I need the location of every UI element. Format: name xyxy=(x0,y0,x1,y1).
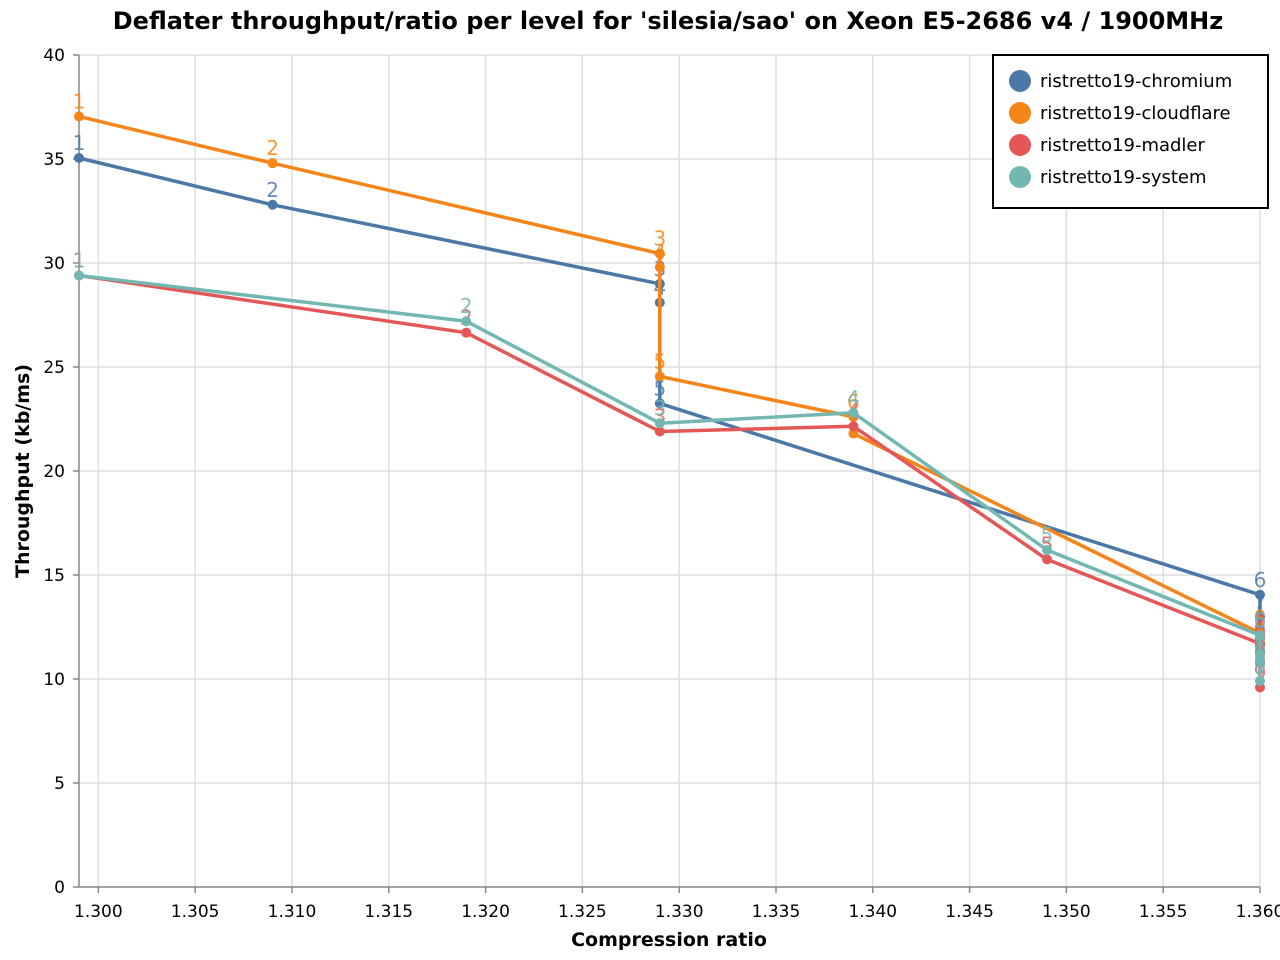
data-point xyxy=(1255,589,1265,600)
point-level-label: 4 xyxy=(653,240,666,264)
legend-label: ristretto19-system xyxy=(1040,167,1207,188)
point-level-label: 3 xyxy=(653,396,666,420)
data-point xyxy=(74,152,84,163)
data-point xyxy=(654,418,665,429)
y-axis-title: Throughput (kb/ms) xyxy=(12,364,34,578)
x-tick-label: 1.355 xyxy=(1139,902,1188,922)
data-point xyxy=(1255,630,1265,641)
data-point xyxy=(654,262,665,273)
x-tick-label: 1.340 xyxy=(848,902,897,922)
x-tick-label: 1.345 xyxy=(945,902,994,922)
data-point xyxy=(654,248,665,259)
data-point xyxy=(848,428,859,439)
point-level-label: 5 xyxy=(653,376,666,400)
point-level-label: 8 xyxy=(1254,606,1267,630)
series-line xyxy=(78,273,1262,682)
data-point xyxy=(848,421,859,432)
y-tick-label: 10 xyxy=(43,670,65,690)
y-tick-label: 35 xyxy=(43,150,65,170)
point-level-label: 1 xyxy=(73,248,86,272)
x-tick-label: 1.325 xyxy=(558,902,607,922)
point-level-label: 7 xyxy=(1254,590,1267,614)
y-tick-label: 5 xyxy=(54,774,65,794)
point-level-label: 3 xyxy=(653,227,666,251)
series-line xyxy=(78,156,1262,652)
x-tick-label: 1.335 xyxy=(752,902,801,922)
legend-swatch xyxy=(1009,134,1031,156)
point-level-label: 2 xyxy=(266,178,279,202)
data-point xyxy=(654,426,665,437)
data-point xyxy=(1255,655,1265,666)
point-level-label: 6 xyxy=(1254,568,1267,592)
point-level-label: 5 xyxy=(653,349,666,373)
legend-box xyxy=(992,54,1269,209)
point-level-label: 1 xyxy=(73,89,86,113)
x-tick-label: 1.310 xyxy=(268,902,317,922)
point-level-label: 2 xyxy=(460,294,473,318)
data-point xyxy=(267,199,278,210)
data-point xyxy=(1255,676,1265,687)
x-tick-label: 1.300 xyxy=(74,902,123,922)
legend-label: ristretto19-chromium xyxy=(1040,71,1232,92)
data-point xyxy=(1042,554,1053,565)
x-tick-label: 1.330 xyxy=(655,902,704,922)
x-tick-label: 1.350 xyxy=(1042,902,1091,922)
y-tick-label: 30 xyxy=(43,254,65,274)
legend-label: ristretto19-cloudflare xyxy=(1040,103,1231,124)
point-level-label: 6 xyxy=(847,390,860,414)
x-tick-label: 1.360 xyxy=(1236,902,1280,922)
point-level-label: 6 xyxy=(1254,608,1267,632)
data-point xyxy=(74,111,84,122)
point-level-label: 5 xyxy=(1041,523,1054,547)
y-tick-label: 25 xyxy=(43,358,65,378)
point-level-label: 2 xyxy=(266,136,279,160)
data-point xyxy=(461,316,472,327)
legend-swatch xyxy=(1009,166,1031,188)
y-tick-label: 0 xyxy=(54,878,65,898)
data-point xyxy=(74,270,84,281)
point-level-label: 7 xyxy=(1254,610,1267,634)
data-point xyxy=(654,398,665,409)
axes: 1.300 1.305 1.310 1.315 1.320 1.325 1.330 1.335… xyxy=(43,46,1280,922)
x-axis-title: Compression ratio xyxy=(571,929,767,951)
y-tick-label: 20 xyxy=(43,462,65,482)
legend: ristretto19-chromium ristretto19-cloudfla… xyxy=(992,54,1269,209)
point-level-label: 9 xyxy=(1254,654,1267,678)
data-point xyxy=(1255,611,1265,622)
x-tick-label: 1.320 xyxy=(461,902,510,922)
legend-label: ristretto19-madler xyxy=(1040,135,1206,156)
point-level-label: 7 xyxy=(1254,627,1267,651)
series-layer: 123456789123456789123456789123456789 xyxy=(73,89,1267,693)
point-level-label: 1 xyxy=(73,131,86,155)
series-line xyxy=(78,273,1262,688)
point-level-label: 4 xyxy=(847,386,860,410)
x-tick-label: 1.305 xyxy=(171,902,220,922)
x-tick-label: 1.315 xyxy=(364,902,413,922)
data-point xyxy=(654,371,665,382)
chart-title: Deflater throughput/ratio per level for … xyxy=(113,7,1223,35)
data-point xyxy=(461,327,472,338)
data-point xyxy=(1042,545,1053,556)
y-tick-label: 15 xyxy=(43,566,65,586)
point-level-label: 1 xyxy=(73,248,86,272)
legend-swatch xyxy=(1009,70,1031,92)
data-point xyxy=(848,407,859,418)
legend-swatch xyxy=(1009,102,1031,124)
point-level-label: 8 xyxy=(1254,633,1267,657)
y-tick-label: 40 xyxy=(43,46,65,66)
data-point xyxy=(267,158,278,169)
